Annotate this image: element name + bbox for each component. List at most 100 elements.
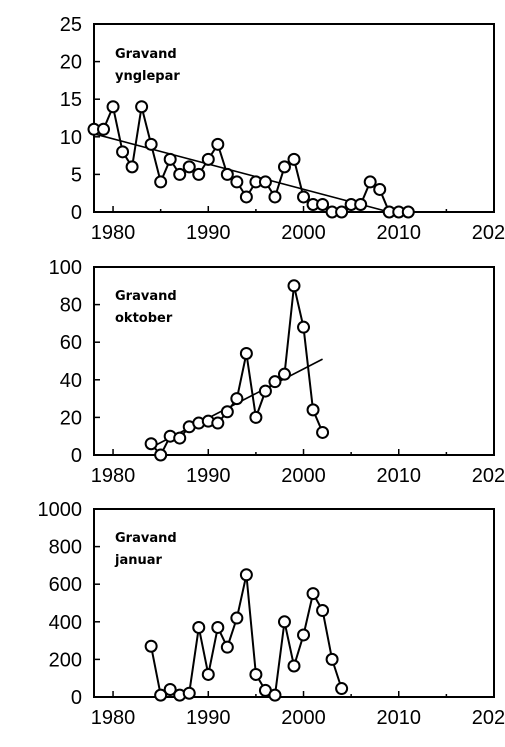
data-point — [230, 175, 244, 189]
data-point — [182, 686, 196, 700]
panel-title-line: oktober — [115, 311, 173, 326]
y-tick-label: 800 — [49, 537, 82, 559]
y-tick-label: 1000 — [38, 499, 83, 521]
data-point — [268, 688, 282, 702]
data-point — [363, 175, 377, 189]
data-point — [277, 160, 291, 174]
data-point — [297, 320, 311, 334]
plot-frame — [93, 508, 495, 698]
data-point — [277, 615, 291, 629]
data-point — [154, 688, 168, 702]
data-point — [211, 620, 225, 634]
data-point — [306, 587, 320, 601]
y-tick-label: 100 — [49, 257, 82, 279]
data-point — [239, 190, 253, 204]
data-point — [239, 568, 253, 582]
data-point — [306, 403, 320, 417]
panel-title-line: ynglepar — [115, 69, 180, 84]
data-point — [258, 384, 272, 398]
trend-line — [93, 133, 390, 213]
x-tick-label: 2000 — [281, 222, 326, 244]
data-point — [230, 611, 244, 625]
x-tick-label: 2010 — [377, 465, 422, 487]
data-point — [125, 160, 139, 174]
data-point — [268, 190, 282, 204]
panel-title-line: Gravand — [115, 47, 177, 62]
data-point — [154, 448, 168, 462]
data-point — [220, 405, 234, 419]
data-point — [220, 167, 234, 181]
series-line — [150, 285, 324, 457]
data-point — [268, 375, 282, 389]
data-point — [373, 182, 387, 196]
x-tick-label: 2010 — [377, 707, 422, 729]
data-point — [239, 346, 253, 360]
x-tick-label: 2000 — [281, 465, 326, 487]
y-tick-label: 60 — [60, 332, 82, 354]
y-tick-label: 0 — [71, 202, 82, 224]
data-point — [192, 620, 206, 634]
data-point — [325, 652, 339, 666]
x-tick-label: 1980 — [91, 222, 136, 244]
data-point — [144, 437, 158, 451]
y-tick-label: 20 — [60, 52, 82, 74]
data-point — [297, 628, 311, 642]
y-tick-label: 80 — [60, 295, 82, 317]
panel-title-line: januar — [114, 553, 163, 568]
data-point — [154, 175, 168, 189]
data-point — [287, 152, 301, 166]
x-tick-label: 1980 — [91, 707, 136, 729]
data-point — [144, 639, 158, 653]
data-point — [192, 167, 206, 181]
data-point — [335, 205, 349, 219]
data-point — [211, 137, 225, 151]
y-tick-label: 0 — [71, 445, 82, 467]
data-point — [316, 197, 330, 211]
data-point — [211, 416, 225, 430]
panel-title-line: Gravand — [115, 289, 177, 304]
plot-frame — [93, 266, 495, 456]
y-tick-label: 15 — [60, 89, 82, 111]
data-point — [287, 279, 301, 293]
data-point — [316, 425, 330, 439]
data-point — [201, 667, 215, 681]
data-point — [230, 392, 244, 406]
data-point — [106, 100, 120, 114]
y-tick-label: 20 — [60, 407, 82, 429]
data-point — [163, 682, 177, 696]
data-point — [173, 167, 187, 181]
y-tick-label: 0 — [71, 687, 82, 709]
y-tick-label: 200 — [49, 649, 82, 671]
data-point — [173, 431, 187, 445]
x-tick-label: 1980 — [91, 465, 136, 487]
x-tick-label: 2010 — [377, 222, 422, 244]
data-point — [277, 367, 291, 381]
data-point — [335, 682, 349, 696]
x-tick-label: 1990 — [186, 707, 231, 729]
data-point — [97, 122, 111, 136]
data-point — [116, 145, 130, 159]
data-point — [182, 160, 196, 174]
x-tick-label: 1990 — [186, 222, 231, 244]
x-tick-label: 1990 — [186, 465, 231, 487]
data-point — [220, 640, 234, 654]
data-point — [144, 137, 158, 151]
panel-title-line: Gravand — [115, 531, 177, 546]
data-point — [401, 205, 415, 219]
y-tick-label: 25 — [60, 14, 82, 36]
y-tick-label: 40 — [60, 370, 82, 392]
y-tick-label: 600 — [49, 574, 82, 596]
data-point — [316, 604, 330, 618]
plot-frame — [93, 23, 495, 213]
data-point — [354, 197, 368, 211]
data-point — [201, 152, 215, 166]
data-point — [287, 659, 301, 673]
y-tick-label: 10 — [60, 127, 82, 149]
